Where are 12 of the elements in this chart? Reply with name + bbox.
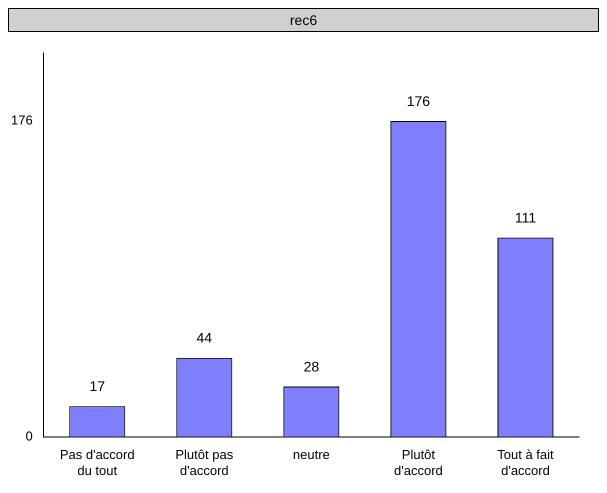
x-tick-label: Tout à fait d'accord <box>497 447 554 478</box>
chart-title: rec6 <box>8 8 599 32</box>
x-tick-label: Plutôt pas d'accord <box>175 447 234 478</box>
y-tick-label: 0 <box>25 428 33 444</box>
data-label: 111 <box>514 209 536 226</box>
data-label: 17 <box>89 378 106 394</box>
x-tick-label: neutre <box>292 447 330 462</box>
data-label: 44 <box>196 330 212 346</box>
data-label: 176 <box>406 92 430 109</box>
data-label: 28 <box>304 358 320 374</box>
x-tick-label: Pas d'accord du tout <box>60 447 135 478</box>
x-tick-label: Plutôt d'accord <box>394 447 443 478</box>
